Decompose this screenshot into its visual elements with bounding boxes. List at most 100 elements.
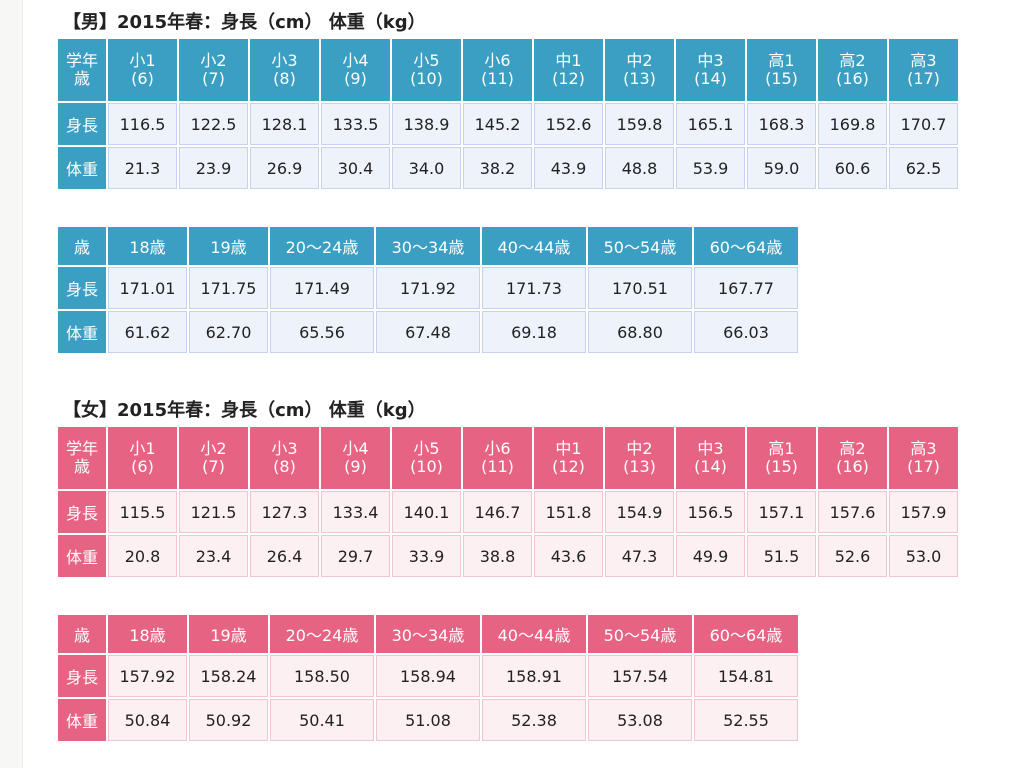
grade-header: 中3 (14): [676, 427, 745, 489]
table-row: 身長 157.92 158.24 158.50 158.94 158.91 15…: [58, 655, 798, 697]
table-cell: 43.6: [534, 535, 603, 577]
table-cell: 69.18: [482, 311, 586, 353]
table-cell: 26.9: [250, 147, 319, 189]
female-school-header-row: 学年歳 小1 (6) 小2 (7) 小3 (8) 小4 (9) 小5 (10) 小6 (11…: [58, 427, 958, 489]
table-cell: 61.62: [108, 311, 187, 353]
table-cell: 53.0: [889, 535, 958, 577]
table-cell: 128.1: [250, 103, 319, 145]
table-cell: 158.50: [270, 655, 374, 697]
table-corner: 歳: [58, 615, 106, 653]
grade-header: 高1 (15): [747, 39, 816, 101]
table-cell: 38.8: [463, 535, 532, 577]
age-header: 30〜34歳: [376, 615, 480, 653]
female-section-title: 【女】2015年春：身長（cm） 体重（kg）: [63, 400, 426, 421]
table-cell: 146.7: [463, 491, 532, 533]
table-cell: 152.6: [534, 103, 603, 145]
age-header: 18歳: [108, 227, 187, 265]
grade-header: 小1 (6): [108, 427, 177, 489]
table-cell: 23.4: [179, 535, 248, 577]
table-cell: 171.92: [376, 267, 480, 309]
table-cell: 47.3: [605, 535, 674, 577]
grade-header: 中2 (13): [605, 427, 674, 489]
table-cell: 50.41: [270, 699, 374, 741]
table-cell: 158.94: [376, 655, 480, 697]
age-header: 50〜54歳: [588, 227, 692, 265]
table-cell: 48.8: [605, 147, 674, 189]
table-cell: 52.55: [694, 699, 798, 741]
table-cell: 157.92: [108, 655, 187, 697]
grade-header: 中3 (14): [676, 39, 745, 101]
age-header: 20〜24歳: [270, 615, 374, 653]
table-cell: 170.51: [588, 267, 692, 309]
table-row: 体重 20.8 23.4 26.4 29.7 33.9 38.8 43.6 47…: [58, 535, 958, 577]
age-header: 30〜34歳: [376, 227, 480, 265]
grade-header: 小2 (7): [179, 427, 248, 489]
table-cell: 65.56: [270, 311, 374, 353]
table-cell: 50.84: [108, 699, 187, 741]
table-cell: 49.9: [676, 535, 745, 577]
table-cell: 53.9: [676, 147, 745, 189]
table-cell: 145.2: [463, 103, 532, 145]
table-cell: 66.03: [694, 311, 798, 353]
row-label-height: 身長: [58, 491, 106, 533]
grade-header: 小6 (11): [463, 427, 532, 489]
table-cell: 157.6: [818, 491, 887, 533]
table-row: 身長 115.5 121.5 127.3 133.4 140.1 146.7 1…: [58, 491, 958, 533]
row-label-weight: 体重: [58, 147, 106, 189]
row-label-height: 身長: [58, 267, 106, 309]
grade-header: 小4 (9): [321, 39, 390, 101]
table-cell: 34.0: [392, 147, 461, 189]
table-cell: 51.5: [747, 535, 816, 577]
grade-header: 小6 (11): [463, 39, 532, 101]
page: 【男】2015年春：身長（cm） 体重（kg） 学年歳 小1 (6) 小2 (7) …: [22, 0, 1024, 768]
male-adult-header-row: 歳 18歳 19歳 20〜24歳 30〜34歳 40〜44歳 50〜54歳 60…: [58, 227, 798, 265]
table-row: 身長 116.5 122.5 128.1 133.5 138.9 145.2 1…: [58, 103, 958, 145]
age-header: 60〜64歳: [694, 615, 798, 653]
grade-header: 中2 (13): [605, 39, 674, 101]
grade-header: 小1 (6): [108, 39, 177, 101]
table-cell: 169.8: [818, 103, 887, 145]
age-header: 19歳: [189, 615, 268, 653]
table-cell: 151.8: [534, 491, 603, 533]
table-cell: 157.1: [747, 491, 816, 533]
grade-header: 高2 (16): [818, 427, 887, 489]
table-cell: 50.92: [189, 699, 268, 741]
table-corner: 歳: [58, 227, 106, 265]
age-header: 60〜64歳: [694, 227, 798, 265]
table-cell: 26.4: [250, 535, 319, 577]
table-cell: 60.6: [818, 147, 887, 189]
table-cell: 171.49: [270, 267, 374, 309]
table-cell: 158.91: [482, 655, 586, 697]
table-cell: 62.5: [889, 147, 958, 189]
table-row: 体重 21.3 23.9 26.9 30.4 34.0 38.2 43.9 48…: [58, 147, 958, 189]
table-cell: 167.77: [694, 267, 798, 309]
table-cell: 133.5: [321, 103, 390, 145]
table-cell: 115.5: [108, 491, 177, 533]
table-cell: 157.9: [889, 491, 958, 533]
table-cell: 138.9: [392, 103, 461, 145]
table-cell: 171.73: [482, 267, 586, 309]
table-cell: 52.38: [482, 699, 586, 741]
table-row: 体重 50.84 50.92 50.41 51.08 52.38 53.08 5…: [58, 699, 798, 741]
table-cell: 121.5: [179, 491, 248, 533]
table-cell: 156.5: [676, 491, 745, 533]
table-cell: 133.4: [321, 491, 390, 533]
table-cell: 43.9: [534, 147, 603, 189]
table-row: 体重 61.62 62.70 65.56 67.48 69.18 68.80 6…: [58, 311, 798, 353]
table-cell: 140.1: [392, 491, 461, 533]
table-cell: 68.80: [588, 311, 692, 353]
age-header: 19歳: [189, 227, 268, 265]
grade-header: 小5 (10): [392, 39, 461, 101]
grade-header: 小5 (10): [392, 427, 461, 489]
row-label-weight: 体重: [58, 311, 106, 353]
grade-header: 小3 (8): [250, 427, 319, 489]
table-cell: 29.7: [321, 535, 390, 577]
table-cell: 51.08: [376, 699, 480, 741]
table-cell: 52.6: [818, 535, 887, 577]
age-header: 40〜44歳: [482, 227, 586, 265]
male-school-table: 学年歳 小1 (6) 小2 (7) 小3 (8) 小4 (9) 小5 (10) 小6 (11…: [56, 37, 960, 191]
row-label-weight: 体重: [58, 699, 106, 741]
table-cell: 159.8: [605, 103, 674, 145]
grade-header: 小2 (7): [179, 39, 248, 101]
age-header: 20〜24歳: [270, 227, 374, 265]
